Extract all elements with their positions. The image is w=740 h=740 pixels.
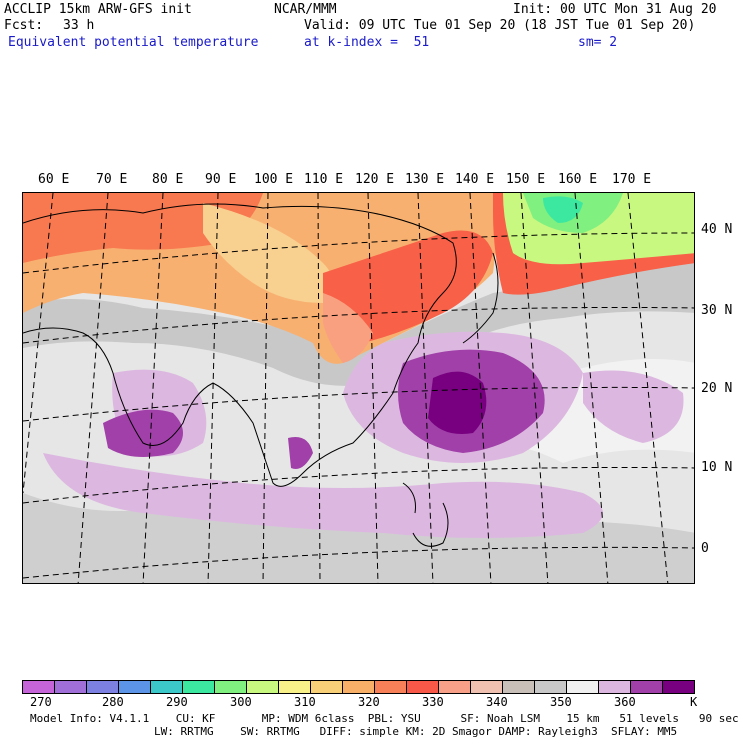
- colorbar-swatch: [87, 681, 119, 693]
- light-purple-patch: [583, 370, 684, 443]
- light-purple-patch: [43, 453, 603, 538]
- field-name: Equivalent potential temperature: [8, 35, 259, 50]
- init-time: Init: 00 UTC Mon 31 Aug 20: [513, 2, 717, 17]
- colorbar-swatch: [151, 681, 183, 693]
- colorbar-swatch: [23, 681, 55, 693]
- colorbar-swatch: [631, 681, 663, 693]
- theta-e-map: [22, 192, 695, 584]
- dark-purple-patch: [428, 371, 487, 434]
- lat-label: 30 N: [701, 303, 733, 318]
- colorbar-swatch: [407, 681, 439, 693]
- colorbar-label: 280: [102, 695, 124, 709]
- warm-yellow-region: [203, 203, 333, 303]
- colorbar-swatch: [439, 681, 471, 693]
- colorbar-label: 320: [358, 695, 380, 709]
- lon-label: 120 E: [355, 172, 395, 187]
- colorbar-swatch: [503, 681, 535, 693]
- forecast-hour: 33 h: [63, 18, 95, 33]
- colorbar-swatch: [183, 681, 215, 693]
- colorbar-label: 300: [230, 695, 252, 709]
- colorbar-swatch: [599, 681, 631, 693]
- lon-label: 160 E: [558, 172, 598, 187]
- colorbar-swatch: [55, 681, 87, 693]
- lon-label: 100 E: [254, 172, 294, 187]
- colorbar-swatch: [471, 681, 503, 693]
- colorbar-swatch: [535, 681, 567, 693]
- lon-label: 110 E: [304, 172, 344, 187]
- lon-label: 60 E: [38, 172, 70, 187]
- colorbar-label: 270: [30, 695, 52, 709]
- lat-label: 10 N: [701, 460, 733, 475]
- colorbar-swatch: [663, 681, 694, 693]
- valid-time: Valid: 09 UTC Tue 01 Sep 20 (18 JST Tue …: [304, 18, 696, 33]
- lon-label: 90 E: [205, 172, 237, 187]
- colorbar-swatch: [215, 681, 247, 693]
- colorbar-label: 290: [166, 695, 188, 709]
- lon-label: 80 E: [152, 172, 184, 187]
- colorbar-swatch: [311, 681, 343, 693]
- forecast-label: Fcst:: [4, 18, 44, 33]
- colorbar: [22, 680, 695, 694]
- lat-label: 20 N: [701, 381, 733, 396]
- colorbar-label: 330: [422, 695, 444, 709]
- smoothing-label: sm= 2: [578, 35, 618, 50]
- model-title: ACCLIP 15km ARW-GFS init: [4, 2, 192, 17]
- lon-label: 130 E: [405, 172, 445, 187]
- lon-label: 170 E: [612, 172, 652, 187]
- colorbar-swatch: [279, 681, 311, 693]
- lat-label: 0: [701, 541, 709, 556]
- lat-label: 40 N: [701, 222, 733, 237]
- graticule: [23, 193, 694, 583]
- purple-patch: [103, 409, 183, 457]
- level-index: at k-index = 51: [304, 35, 430, 50]
- colorbar-label: 350: [550, 695, 572, 709]
- map-canvas: [23, 193, 694, 583]
- hot-band: [323, 230, 493, 343]
- lon-label: 150 E: [506, 172, 546, 187]
- org-label: NCAR/MMM: [274, 2, 337, 17]
- colorbar-swatch: [375, 681, 407, 693]
- colorbar-swatch: [247, 681, 279, 693]
- colorbar-swatch: [567, 681, 599, 693]
- lon-label: 70 E: [96, 172, 128, 187]
- coastlines: [23, 203, 499, 547]
- purple-patch: [288, 437, 313, 469]
- colorbar-label: 360: [614, 695, 636, 709]
- colorbar-label: 340: [486, 695, 508, 709]
- model-info-line2: LW: RRTMG SW: RRTMG DIFF: simple KM: 2D …: [154, 725, 678, 738]
- coolest-region: [543, 196, 583, 223]
- colorbar-unit: K: [690, 695, 698, 709]
- lon-label: 140 E: [455, 172, 495, 187]
- salmon-region: [323, 293, 373, 363]
- colorbar-swatch: [343, 681, 375, 693]
- model-info-line1: Model Info: V4.1.1 CU: KF MP: WDM 6class…: [30, 712, 739, 725]
- colorbar-label: 310: [294, 695, 316, 709]
- colorbar-swatch: [119, 681, 151, 693]
